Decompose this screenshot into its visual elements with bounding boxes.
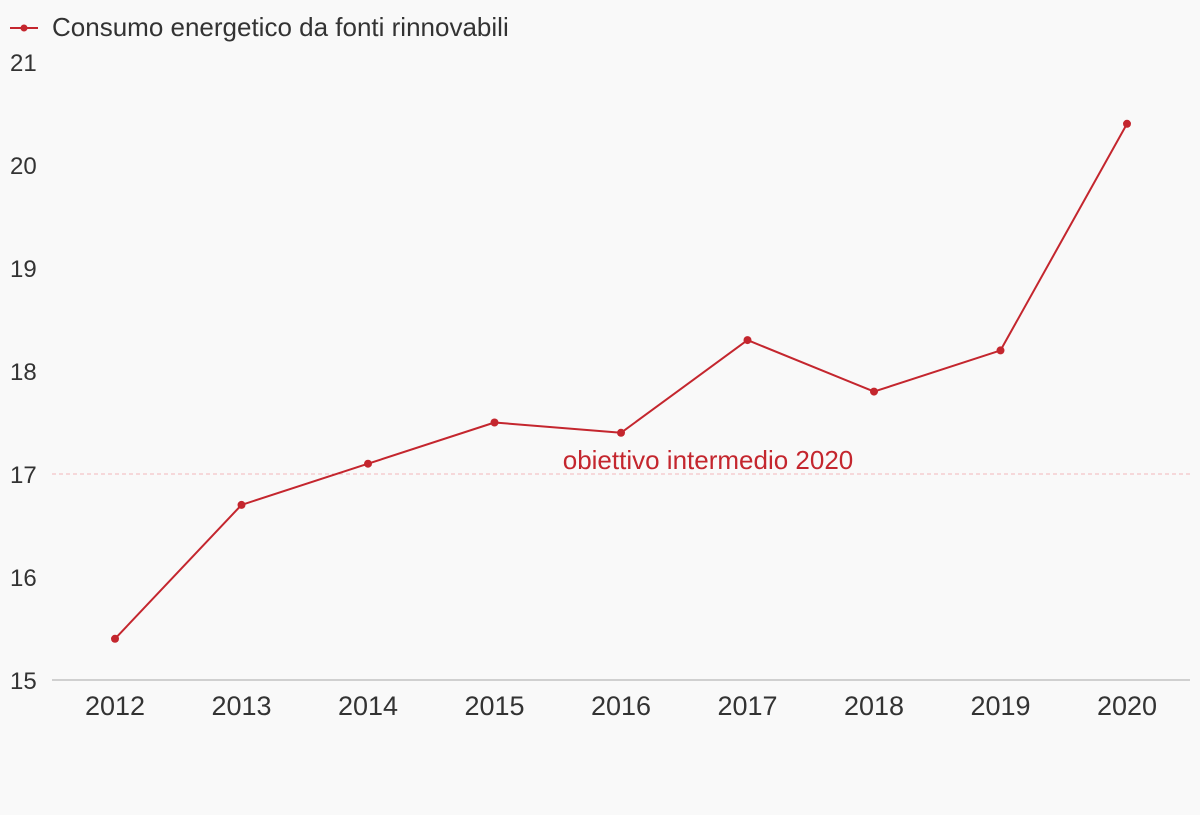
data-point (870, 387, 878, 396)
y-tick-label: 21 (10, 50, 37, 77)
reference-line-group: obiettivo intermedio 2020 (52, 445, 1190, 475)
x-tick-label: 2012 (85, 691, 145, 721)
data-point (364, 459, 372, 468)
data-point (1123, 119, 1131, 128)
x-tick-label: 2019 (970, 691, 1030, 721)
data-point (996, 346, 1005, 355)
series-line (114, 123, 1128, 640)
y-tick-label: 19 (10, 256, 37, 283)
y-tick-label: 17 (10, 462, 37, 489)
y-tick-label: 15 (10, 668, 37, 695)
x-tick-label: 2018 (844, 691, 904, 721)
series-group (111, 119, 1131, 643)
x-axis-ticks: 2012 2013 2014 2015 2016 2017 2018 2019 2020 (85, 691, 1157, 721)
x-tick-label: 2020 (1097, 691, 1157, 721)
data-point (490, 418, 499, 427)
y-axis-ticks: 15 16 17 18 19 20 21 (10, 50, 37, 695)
legend-label: Consumo energetico da fonti rinnovabili (52, 12, 509, 42)
data-point (743, 336, 752, 345)
data-point (617, 428, 625, 437)
y-tick-label: 16 (10, 565, 37, 592)
data-point (111, 634, 119, 643)
x-tick-label: 2014 (338, 691, 398, 721)
y-tick-label: 20 (10, 153, 37, 180)
x-tick-label: 2013 (211, 691, 271, 721)
y-tick-label: 18 (10, 359, 37, 386)
x-tick-label: 2017 (717, 691, 777, 721)
x-tick-label: 2015 (464, 691, 524, 721)
data-point (237, 500, 246, 509)
legend-dot-marker (20, 24, 28, 32)
x-tick-label: 2016 (591, 691, 651, 721)
legend: Consumo energetico da fonti rinnovabili (10, 12, 509, 42)
reference-line-label: obiettivo intermedio 2020 (563, 445, 854, 475)
